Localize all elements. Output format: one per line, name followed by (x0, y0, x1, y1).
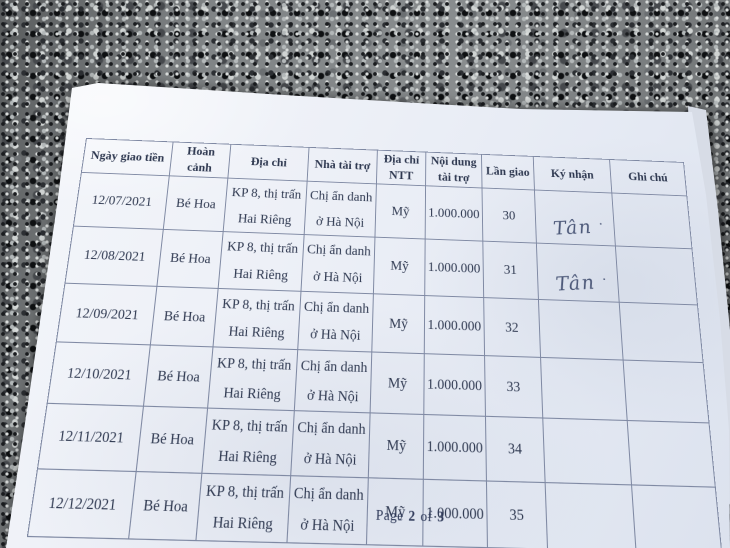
footer-word-of: of (420, 508, 433, 525)
table-body: 12/07/2021 Bé Hoa KP 8, thị trấn Hai Riêng… (27, 172, 722, 548)
ky-nhan-cell: Tân · (536, 243, 620, 302)
column-header-ngay-giao-tien: Ngày giao tiền (81, 138, 174, 176)
nha-tai-tro-cell: Chị ẩn danh ở Hà Nội (304, 181, 377, 238)
column-header-dia-chi: Địa chỉ (227, 144, 310, 182)
nha-tai-tro-cell: Chị ẩn danh ở Hà Nội (300, 234, 375, 294)
hoan-canh-cell: Bé Hoa (156, 229, 224, 289)
column-header-lan-giao: Lần giao (481, 154, 535, 191)
ky-nhan-cell: Tân · (534, 190, 616, 247)
dia-chi-cell: KP 8, thị trấn Hai Riêng (207, 346, 298, 412)
dia-chi-cell: KP 8, thị trấn Hai Riêng (218, 231, 305, 291)
ngay-giao-tien-cell: 12/07/2021 (73, 172, 170, 230)
dia-chi-cell: KP 8, thị trấn Hai Riêng (212, 288, 301, 350)
dia-chi-ntt-cell: Mỹ (374, 183, 426, 240)
noi-dung-tai-tro-cell: 1.000.000 (424, 295, 485, 356)
column-header-ghi-chu: Ghi chú (609, 159, 687, 196)
donation-log-table: Ngày giao tiền Hoàn cảnh Địa chỉ Nhà tài tr… (27, 138, 723, 548)
handwritten-signature: Tân (551, 215, 594, 240)
noi-dung-tai-tro-cell: 1.000.000 (423, 414, 487, 481)
column-header-ky-nhan: Ký nhận (533, 156, 612, 194)
ghi-chu-cell (615, 246, 698, 305)
dia-chi-cell: KP 8, thị trấn Hai Riêng (201, 408, 295, 476)
hoan-canh-cell: Bé Hoa (143, 344, 213, 409)
ghi-chu-cell (623, 360, 710, 424)
ngay-giao-tien-cell: 12/08/2021 (65, 226, 164, 287)
lan-giao-cell: 32 (483, 297, 541, 358)
signature-pen-dot: · (598, 217, 604, 233)
lan-giao-cell: 34 (485, 416, 546, 483)
ghi-chu-cell (611, 193, 693, 250)
hoan-canh-cell: Bé Hoa (136, 406, 208, 473)
nha-tai-tro-cell: Chị ẩn danh ở Hà Nội (290, 411, 371, 478)
ky-nhan-cell (538, 299, 624, 361)
ngay-giao-tien-cell: 12/09/2021 (56, 282, 157, 345)
ngay-giao-tien-cell: 12/10/2021 (47, 341, 151, 407)
ky-nhan-cell (542, 418, 632, 485)
nha-tai-tro-cell: Chị ẩn danh ở Hà Nội (297, 290, 374, 353)
handwritten-signature: Tân (554, 269, 597, 296)
column-header-nha-tai-tro: Nhà tài trợ (307, 147, 378, 184)
dia-chi-ntt-cell: Mỹ (371, 293, 425, 354)
footer-word-page: Page (375, 507, 404, 524)
footer-page-total: 3 (437, 508, 445, 525)
ghi-chu-cell (619, 301, 704, 363)
ghi-chu-cell (627, 420, 716, 487)
footer-page-number: 2 (408, 507, 416, 525)
dia-chi-ntt-cell: Mỹ (373, 237, 426, 296)
document-content: Ngày giao tiền Hoàn cảnh Địa chỉ Nhà tài tr… (27, 138, 722, 548)
column-header-dia-chi-ntt: Địa chỉ NTT (376, 150, 426, 186)
noi-dung-tai-tro-cell: 1.000.000 (425, 185, 483, 242)
dia-chi-cell: KP 8, thị trấn Hai Riêng (223, 178, 308, 235)
lan-giao-cell: 30 (482, 187, 537, 244)
nha-tai-tro-cell: Chị ẩn danh ở Hà Nội (294, 349, 372, 414)
noi-dung-tai-tro-cell: 1.000.000 (424, 239, 484, 298)
dia-chi-ntt-cell: Mỹ (368, 413, 424, 479)
lan-giao-cell: 31 (482, 241, 539, 300)
noi-dung-tai-tro-cell: 1.000.000 (423, 353, 486, 417)
ngay-giao-tien-cell: 12/11/2021 (37, 403, 144, 472)
signature-pen-dot: · (601, 271, 608, 288)
ky-nhan-cell (540, 357, 628, 421)
dia-chi-ntt-cell: Mỹ (370, 352, 425, 415)
hoan-canh-cell: Bé Hoa (163, 175, 228, 232)
column-header-hoan-canh: Hoàn cảnh (169, 141, 231, 179)
lan-giao-cell: 33 (484, 355, 543, 419)
column-header-noi-dung-tai-tro: Nội dung tài trợ (425, 152, 483, 188)
hoan-canh-cell: Bé Hoa (150, 286, 219, 347)
